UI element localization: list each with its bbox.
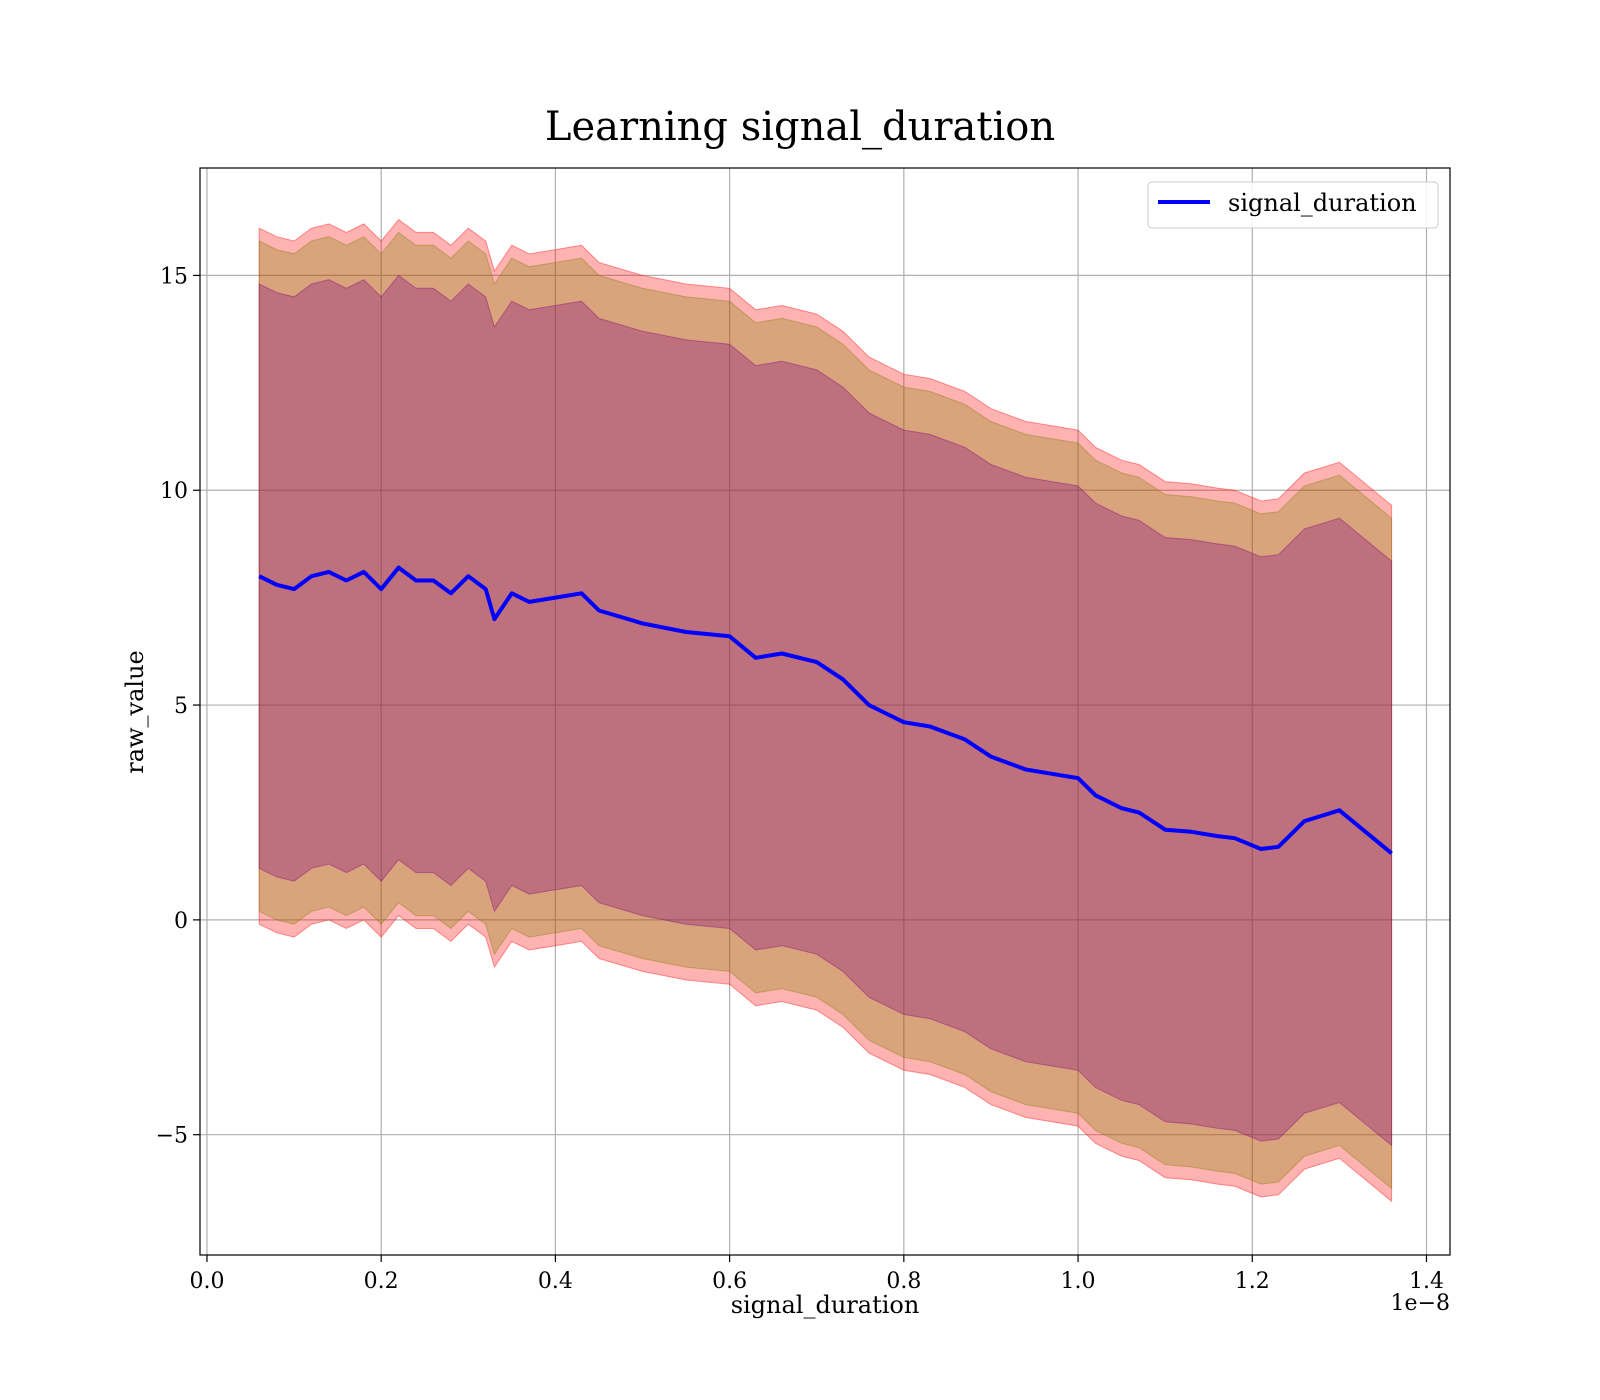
y-tick-label: 15 bbox=[160, 264, 188, 289]
series-line-0 bbox=[258, 565, 1393, 855]
x-tick-label: 0.2 bbox=[364, 1269, 399, 1294]
x-tick-label: 1.0 bbox=[1061, 1269, 1096, 1294]
y-tick-label: 5 bbox=[174, 694, 188, 719]
plot-frame bbox=[199, 167, 1451, 1256]
x-tick-label: 1.2 bbox=[1235, 1269, 1270, 1294]
x-tick-label: 0.0 bbox=[189, 1269, 224, 1294]
x-tick-label: 0.8 bbox=[886, 1269, 921, 1294]
legend-box bbox=[1147, 181, 1439, 229]
band-1 bbox=[258, 231, 1393, 1190]
band-0 bbox=[258, 218, 1393, 1203]
legend: signal_duration bbox=[1147, 181, 1439, 229]
x-tick-label: 1.4 bbox=[1409, 1269, 1444, 1294]
y-ticks: −5 0 5 10 15 bbox=[156, 264, 200, 1149]
confidence-bands bbox=[258, 218, 1393, 1203]
y-axis-label: raw_value bbox=[121, 650, 149, 774]
x-ticks: 0.0 0.2 0.4 0.6 0.8 1.0 1.2 1.4 bbox=[189, 1255, 1444, 1294]
x-axis-label: signal_duration bbox=[731, 1291, 920, 1319]
y-tick-label: 10 bbox=[160, 479, 188, 504]
y-tick-label: −5 bbox=[156, 1124, 188, 1149]
x-tick-label: 0.6 bbox=[712, 1269, 747, 1294]
x-tick-label: 0.4 bbox=[538, 1269, 573, 1294]
grid bbox=[200, 168, 1450, 1255]
band-2 bbox=[258, 274, 1393, 1147]
x-offset-label: 1e−8 bbox=[1391, 1291, 1450, 1316]
legend-label: signal_duration bbox=[1228, 189, 1417, 217]
y-tick-label: 0 bbox=[174, 909, 188, 934]
chart-title: Learning signal_duration bbox=[545, 104, 1055, 150]
series-lines bbox=[258, 565, 1393, 855]
